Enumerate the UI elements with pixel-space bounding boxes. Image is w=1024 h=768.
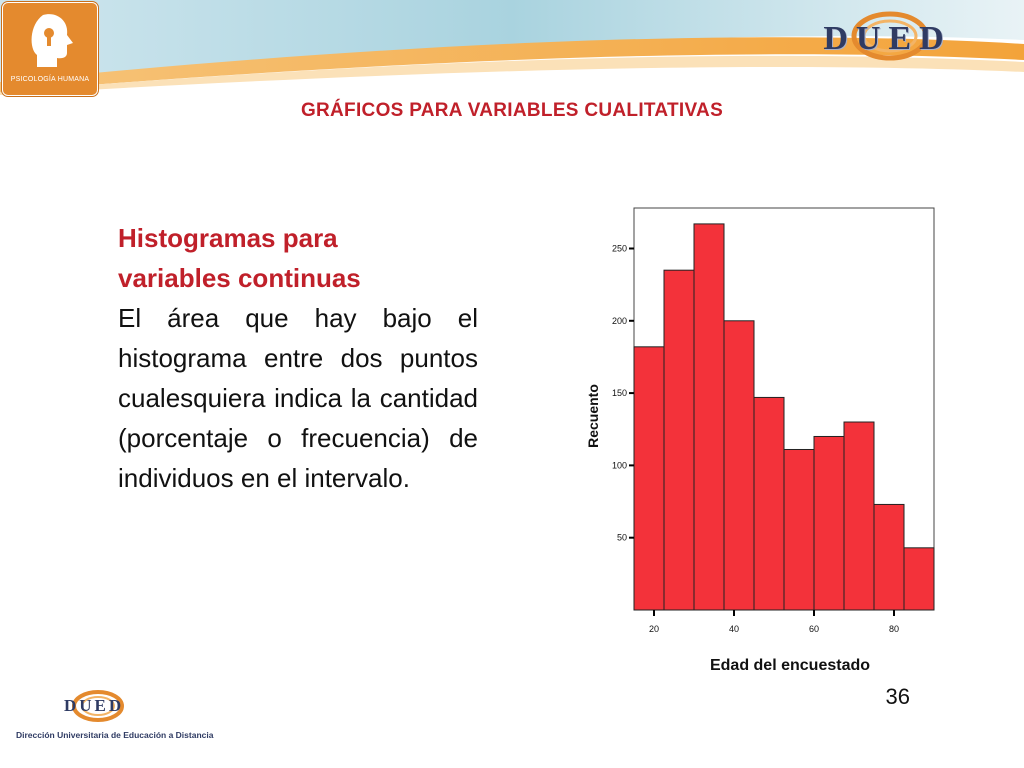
y-tick-label: 200 <box>612 316 627 326</box>
histogram-svg: 50 100 150 200 250 20 40 60 80 Edad del encuestad… <box>585 207 935 674</box>
y-tick-label: 150 <box>612 388 627 398</box>
footer-caption: Dirección Universitaria de Educación a D… <box>16 730 214 740</box>
psychology-logo: PSICOLOGÍA HUMANA <box>2 2 98 96</box>
histogram-bar <box>903 547 935 611</box>
x-tick-label: 40 <box>729 624 739 634</box>
head-silhouette-icon <box>31 14 73 67</box>
y-tick-label: 250 <box>612 243 627 253</box>
histogram-bar <box>873 503 905 611</box>
slide-title: GRÁFICOS PARA VARIABLES CUALITATIVAS <box>300 100 724 121</box>
y-axis-label: Recuento <box>585 384 601 448</box>
histogram-bar <box>753 396 785 611</box>
paragraph: El área que hay bajo el histograma entre… <box>118 303 478 493</box>
x-tick-label: 60 <box>809 624 819 634</box>
x-axis-label: Edad del encuestado <box>710 657 870 674</box>
histogram-bar <box>813 435 845 611</box>
histogram-bar <box>633 346 665 611</box>
dued-small-rings-icon <box>72 690 124 722</box>
histogram-bar <box>723 320 755 611</box>
x-tick-label: 80 <box>889 624 899 634</box>
heading-line-2: variables continuas <box>118 263 361 293</box>
x-tick-label: 20 <box>649 624 659 634</box>
body-text: Histogramas para variables continuas El … <box>118 218 478 498</box>
header-band <box>0 0 1024 95</box>
dued-wordmark: DUED <box>823 20 952 57</box>
logo-caption: PSICOLOGÍA HUMANA <box>10 76 90 83</box>
histogram-bar <box>693 223 725 611</box>
histogram-bar <box>843 421 875 611</box>
y-tick-label: 50 <box>617 533 627 543</box>
dued-small-wordmark: DUED <box>64 696 125 715</box>
dued-logo-footer: DUED Dirección Universitaria de Educació… <box>16 688 214 748</box>
histogram-bar <box>663 269 695 611</box>
page-number: 36 <box>885 684 910 709</box>
dued-logo-top: DUED <box>780 8 1000 68</box>
heading-line-1: Histogramas para <box>118 223 338 253</box>
y-tick-label: 100 <box>612 460 627 470</box>
section-heading: Histogramas para variables continuas <box>118 218 478 298</box>
histogram-chart: 50 100 150 200 250 20 40 60 80 Edad del encuestad… <box>570 200 950 680</box>
dued-rings-icon <box>851 11 929 61</box>
histogram-bar <box>783 448 815 611</box>
